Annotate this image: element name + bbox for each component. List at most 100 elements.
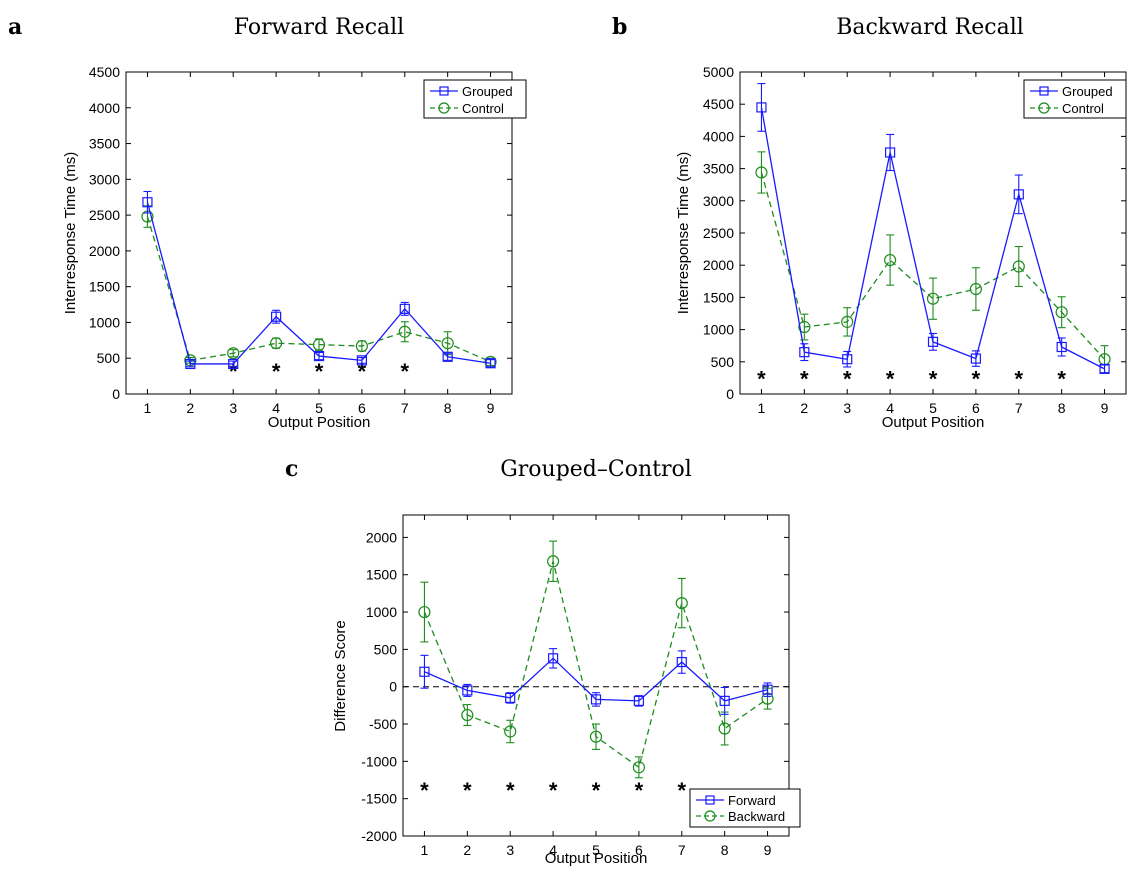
panel-a-title: Forward Recall xyxy=(234,15,404,40)
panel-a-control-point xyxy=(312,338,326,351)
panel-b-label: b xyxy=(612,14,627,40)
panel-b-grouped-point xyxy=(799,347,810,358)
panel-b-ytick-label: 0 xyxy=(726,386,734,402)
panel-a-grouped-point xyxy=(442,351,453,362)
panel-a-grouped-point xyxy=(485,358,496,369)
panel-c-legend-forward: Forward xyxy=(728,793,776,808)
panel-b-legend-grouped: Grouped xyxy=(1062,84,1113,99)
panel-c-xtick-label: 7 xyxy=(678,842,686,858)
panel-c-xtick-label: 3 xyxy=(506,842,514,858)
panel-b-control-point xyxy=(798,320,811,334)
panel-b-grouped-point xyxy=(885,147,896,158)
panel-c-xtick-label: 6 xyxy=(635,842,643,858)
panel-c-backward-point xyxy=(589,730,603,743)
panel-a-plot: 0 500 1000 1500 2000 2500 3000 3500 4000 4500 1 2 3 4… xyxy=(89,64,513,416)
panel-c-ytick-label: 2000 xyxy=(366,529,397,545)
panel-a-ytick-label: 3000 xyxy=(89,171,120,187)
panel-c-xtick-label: 1 xyxy=(421,842,429,858)
panel-c-backward-point xyxy=(547,555,560,568)
panel-a-label: a xyxy=(8,14,22,40)
panel-b-grouped-point xyxy=(1056,341,1067,353)
panel-a-ytick-label: 1500 xyxy=(89,279,120,295)
panel-a-ytick-label: 4000 xyxy=(89,100,120,116)
panel-c-label: c xyxy=(285,456,298,482)
panel-b-xlabel: Output Position xyxy=(882,414,985,431)
panel-c-xtick-label: 4 xyxy=(549,842,557,858)
panel-b-control-point xyxy=(969,282,982,296)
panel-a-grouped-point xyxy=(399,303,410,314)
panel-b-ytick-label: 4000 xyxy=(703,128,734,144)
panel-c-title: Grouped–Control xyxy=(500,457,692,482)
panel-c-xlabel: Output Position xyxy=(545,850,648,867)
panel-a-ytick-label: 4500 xyxy=(89,64,120,80)
panel-a-legend-grouped: Grouped xyxy=(462,84,513,99)
panel-b-xtick-label: 9 xyxy=(1101,400,1109,416)
panel-a-xtick-label: 4 xyxy=(272,400,280,416)
panel-b-grouped-point xyxy=(970,353,981,364)
panel-b-control-point xyxy=(1012,260,1025,273)
panel-a-control-point xyxy=(398,325,411,338)
panel-b-significance-star: * xyxy=(929,367,938,392)
panel-a-significance-star: * xyxy=(358,359,367,384)
panel-b-xtick-label: 4 xyxy=(886,400,894,416)
panel-c-backward-point xyxy=(675,596,688,610)
panel-c-ytick-label: -1000 xyxy=(361,753,397,769)
panel-a-xlabel: Output Position xyxy=(268,414,371,431)
panel-c-backward-point xyxy=(461,708,474,722)
panel-b-xtick-label: 3 xyxy=(843,400,851,416)
panel-b-legend-control: Control xyxy=(1062,101,1104,116)
panel-a-ytick-label: 3500 xyxy=(89,136,120,152)
panel-a-ylabel: Interresponse Time (ms) xyxy=(62,152,79,315)
panel-b-grouped-point xyxy=(1013,189,1024,200)
panel-b-grouped-point xyxy=(1099,363,1110,374)
panel-c-significance-star: * xyxy=(463,778,472,803)
panel-c-significance-star: * xyxy=(592,778,601,803)
panel-c-significance-star: * xyxy=(549,778,558,803)
panel-a-xtick-label: 5 xyxy=(315,400,323,416)
panel-a: a Forward Recall 0 500 1000 1500 2000 2500 300… xyxy=(8,14,527,431)
panel-b-xtick-label: 7 xyxy=(1015,400,1023,416)
panel-b-grouped-point xyxy=(842,354,853,365)
panel-a-grouped-point xyxy=(142,197,153,208)
panel-b-ytick-label: 3000 xyxy=(703,193,734,209)
panel-b-significance-star: * xyxy=(1014,367,1023,392)
panel-c-forward-point xyxy=(548,653,559,664)
panel-b-control-point xyxy=(1055,306,1068,319)
panel-b-significance-star: * xyxy=(1057,367,1066,392)
panel-c-legend-marker-forward xyxy=(705,795,715,805)
panel-b-ytick-label: 1000 xyxy=(703,322,734,338)
panel-a-ytick-label: 500 xyxy=(97,350,121,366)
panel-c-legend-backward: Backward xyxy=(728,809,785,824)
panel-a-significance-star: * xyxy=(272,359,281,384)
panel-b-control-point xyxy=(926,292,940,305)
panel-b-xtick-label: 1 xyxy=(758,400,766,416)
panel-c-xtick-label: 9 xyxy=(764,842,772,858)
panel-a-legend: Grouped Control xyxy=(423,79,527,119)
panel-a-ytick-label: 2000 xyxy=(89,243,120,259)
panel-a-grouped-point xyxy=(185,358,196,370)
panel-b-ytick-label: 4500 xyxy=(703,96,734,112)
panel-b-ytick-label: 2500 xyxy=(703,225,734,241)
panel-b-ytick-label: 2000 xyxy=(703,257,734,273)
panel-c-ytick-label: -1500 xyxy=(361,791,397,807)
panel-c-ytick-label: 1000 xyxy=(366,604,397,620)
panel-a-xtick-label: 9 xyxy=(487,400,495,416)
panel-b-grouped-point xyxy=(927,336,939,347)
panel-a-ytick-label: 0 xyxy=(112,386,120,402)
panel-a-xtick-label: 7 xyxy=(401,400,409,416)
panel-b: b Backward Recall 0 500 1000 1500 2000 2500 30… xyxy=(612,14,1127,431)
panel-c-forward-point xyxy=(462,685,473,696)
panel-a-grouped-point xyxy=(228,358,239,370)
panel-a-grouped-point xyxy=(271,311,282,322)
panel-a-legend-control: Control xyxy=(462,101,504,116)
panel-b-control-point xyxy=(841,315,854,328)
panel-a-ytick-label: 2500 xyxy=(89,207,120,223)
panel-c-xtick-label: 8 xyxy=(721,842,729,858)
panel-c-forward-point xyxy=(676,656,687,668)
panel-c: c Grouped–Control -2000 -1500 -1000 -500 0 50… xyxy=(285,456,801,867)
panel-c-ytick-label: 500 xyxy=(374,641,398,657)
panel-a-legend-marker-grouped xyxy=(439,86,449,96)
panel-b-grouped-point xyxy=(756,102,767,113)
panel-a-control-point xyxy=(441,337,454,350)
